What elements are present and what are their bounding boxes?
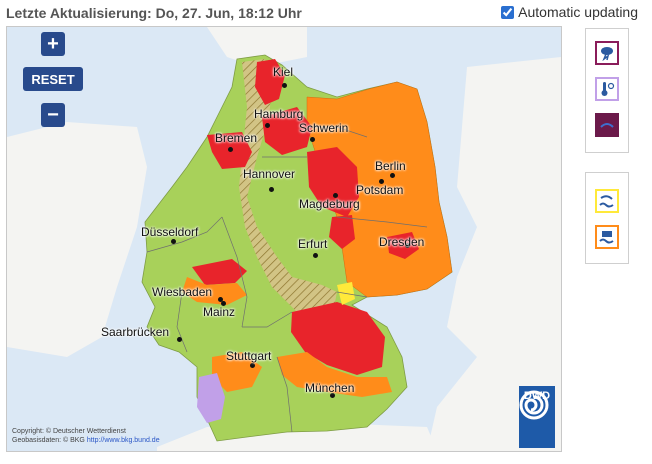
- warning-red-hessen: [192, 259, 247, 285]
- dwd-logo[interactable]: DWD: [519, 386, 555, 448]
- city-marker-bremen: [228, 147, 233, 152]
- city-marker-muenchen: [330, 393, 335, 398]
- dwd-spiral-icon: [519, 390, 549, 420]
- city-marker-potsdam: [379, 179, 384, 184]
- state-borders: [146, 126, 428, 433]
- city-label-berlin: Berlin: [375, 159, 406, 173]
- city-marker-hannover: [269, 187, 274, 192]
- last-update-title: Letzte Aktualisierung: Do, 27. Jun, 18:1…: [6, 5, 302, 21]
- warning-orange-sw: [212, 352, 262, 392]
- city-marker-berlin: [390, 173, 395, 178]
- city-marker-magdeburg: [333, 193, 338, 198]
- warning-map[interactable]: + RESET − Kiel Hamburg Schwerin Bremen B…: [6, 26, 562, 452]
- city-marker-stuttgart: [250, 363, 255, 368]
- zoom-in-button[interactable]: +: [41, 32, 65, 56]
- city-marker-hamburg: [265, 123, 270, 128]
- warning-type-panel-2: [585, 172, 629, 264]
- auto-update-toggle[interactable]: Automatic updating: [501, 4, 638, 20]
- city-label-schwerin: Schwerin: [299, 121, 349, 135]
- city-label-duesseldorf: Düsseldorf: [141, 225, 199, 239]
- coastal-wave-warning-icon[interactable]: [595, 189, 619, 213]
- map-canvas: [7, 27, 561, 451]
- warning-red-dresden: [387, 232, 419, 259]
- city-marker-kiel: [282, 83, 287, 88]
- neighbor-east: [427, 57, 561, 451]
- city-label-kiel: Kiel: [273, 65, 294, 79]
- neighbor-west: [7, 122, 147, 357]
- city-marker-saarbruecken: [177, 337, 182, 342]
- city-marker-erfurt: [313, 253, 318, 258]
- thunderstorm-warning-icon[interactable]: [595, 41, 619, 65]
- city-marker-duesseldorf: [171, 239, 176, 244]
- geodata-credit: Geobasisdaten: © BKG: [12, 437, 85, 444]
- warning-orange-south: [277, 352, 392, 397]
- city-label-hannover: Hannover: [243, 167, 296, 181]
- warning-type-panel-1: [585, 28, 629, 153]
- zoom-out-button[interactable]: −: [41, 103, 65, 127]
- warning-red-north: [255, 59, 285, 105]
- city-label-erfurt: Erfurt: [298, 237, 328, 251]
- auto-update-checkbox[interactable]: [501, 5, 515, 19]
- bkg-link[interactable]: http://www.bkg.bund.de: [86, 437, 160, 444]
- city-label-stuttgart: Stuttgart: [226, 349, 272, 363]
- reset-button[interactable]: RESET: [23, 67, 83, 91]
- city-label-saarbruecken: Saarbrücken: [101, 325, 170, 339]
- city-label-wiesbaden: Wiesbaden: [152, 285, 213, 299]
- city-marker-wiesbaden: [218, 297, 223, 302]
- warning-red-bavaria: [291, 302, 385, 375]
- city-label-bremen: Bremen: [215, 131, 258, 145]
- warning-red-hamburg: [262, 107, 312, 155]
- auto-update-label: Automatic updating: [518, 4, 638, 20]
- city-label-hamburg: Hamburg: [254, 107, 304, 121]
- warning-red-magdeburg: [307, 147, 359, 217]
- temperature-warning-icon[interactable]: [595, 77, 619, 101]
- city-label-magdeburg: Magdeburg: [299, 197, 360, 211]
- city-label-muenchen: München: [305, 381, 355, 395]
- city-label-mainz: Mainz: [203, 305, 236, 319]
- warning-orange-hessen: [182, 277, 247, 305]
- uv-warning-icon[interactable]: [595, 113, 619, 137]
- city-marker-dresden: [405, 243, 410, 248]
- city-marker-mainz: [221, 301, 226, 306]
- copyright-notice: Copyright: © Deutscher Wetterdienst Geob…: [12, 427, 160, 445]
- city-label-dresden: Dresden: [379, 235, 425, 249]
- city-label-potsdam: Potsdam: [356, 183, 404, 197]
- warning-red-center: [329, 215, 355, 249]
- flood-warning-icon[interactable]: [595, 225, 619, 249]
- warning-heat-southwest: [197, 373, 225, 423]
- neighbor-north: [207, 27, 307, 67]
- copyright-line: Copyright: © Deutscher Wetterdienst: [12, 428, 126, 435]
- city-marker-schwerin: [310, 137, 315, 142]
